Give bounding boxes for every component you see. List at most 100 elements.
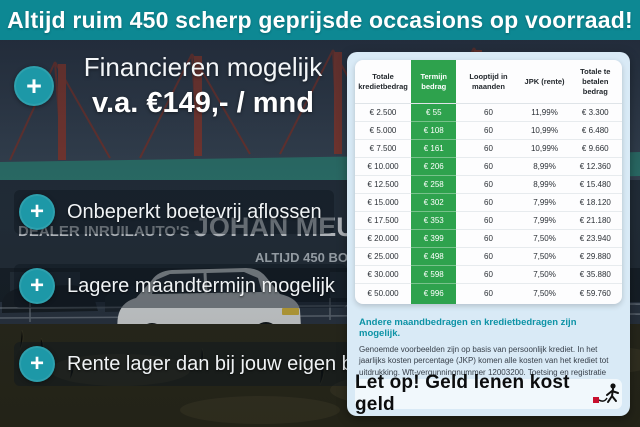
- table-cell: € 7.500: [355, 139, 412, 158]
- table-cell: € 598: [411, 265, 457, 284]
- table-cell: 7,99%: [520, 193, 569, 212]
- table-cell: 60: [456, 283, 521, 302]
- table-cell: € 161: [411, 139, 457, 158]
- feature-label: Onbeperkt boetevrij aflossen: [67, 200, 322, 223]
- table-cell: € 35.880: [568, 265, 622, 284]
- table-cell: 8,99%: [520, 157, 569, 176]
- feature-label: Rente lager dan bij jouw eigen bank: [67, 352, 385, 375]
- plus-circle-icon: +: [19, 346, 55, 382]
- table-cell: € 996: [411, 283, 457, 302]
- table-cell: € 6.480: [568, 121, 622, 140]
- table-row: € 12.500 € 258 60 8,99% € 15.480: [355, 175, 622, 194]
- table-cell: € 2.500: [355, 103, 412, 122]
- plus-glyph: +: [26, 70, 42, 101]
- table-cell: € 3.300: [568, 103, 622, 122]
- table-cell: 60: [456, 229, 521, 248]
- table-cell: € 17.500: [355, 211, 412, 230]
- col-header-looptijd: Looptijd in maanden: [469, 72, 508, 92]
- rate-table-body: € 2.500 € 55 60 11,99% € 3.300 € 5.000 € 108 60…: [355, 103, 622, 302]
- table-cell: 60: [456, 103, 521, 122]
- feature-list: + Financieren mogelijk v.a. €149,- / mnd…: [0, 40, 397, 427]
- table-cell: 60: [456, 193, 521, 212]
- table-row: € 10.000 € 206 60 8,99% € 12.360: [355, 157, 622, 176]
- table-cell: € 399: [411, 229, 457, 248]
- financing-headline: Financieren mogelijk v.a. €149,- / mnd: [62, 52, 344, 120]
- table-cell: 7,50%: [520, 247, 569, 266]
- financing-line2: v.a. €149,- / mnd: [92, 87, 314, 119]
- table-row: € 15.000 € 302 60 7,99% € 18.120: [355, 193, 622, 212]
- table-cell: 7,99%: [520, 211, 569, 230]
- table-row: € 17.500 € 353 60 7,99% € 21.180: [355, 211, 622, 230]
- table-cell: € 498: [411, 247, 457, 266]
- credit-warning-text: Let op! Geld lenen kost geld: [355, 372, 570, 415]
- table-cell: € 55: [411, 103, 457, 122]
- table-cell: 8,99%: [520, 175, 569, 194]
- col-header-termijnbedrag: Termijn bedrag: [420, 72, 448, 92]
- rate-table: Totale kredietbedrag Termijn bedrag Loop…: [355, 60, 622, 302]
- table-cell: € 258: [411, 175, 457, 194]
- table-cell: € 206: [411, 157, 457, 176]
- feature-item: + Onbeperkt boetevrij aflossen: [14, 190, 334, 234]
- rate-table-card: Totale kredietbedrag Termijn bedrag Loop…: [355, 60, 622, 304]
- table-cell: € 21.180: [568, 211, 622, 230]
- table-cell: 60: [456, 265, 521, 284]
- table-cell: € 50.000: [355, 283, 412, 302]
- table-cell: € 59.760: [568, 283, 622, 302]
- plus-circle-icon: +: [14, 66, 54, 106]
- other-amounts-note: Andere maandbedragen en kredietbedragen …: [359, 317, 577, 339]
- table-row: € 5.000 € 108 60 10,99% € 6.480: [355, 121, 622, 140]
- col-header-kredietbedrag: Totale kredietbedrag: [358, 72, 408, 92]
- table-cell: 11,99%: [520, 103, 569, 122]
- table-cell: € 25.000: [355, 247, 412, 266]
- plus-circle-icon: +: [19, 268, 55, 304]
- table-cell: 60: [456, 211, 521, 230]
- table-row: € 50.000 € 996 60 7,50% € 59.760: [355, 283, 622, 302]
- table-cell: € 20.000: [355, 229, 412, 248]
- table-cell: € 15.000: [355, 193, 412, 212]
- table-cell: € 29.880: [568, 247, 622, 266]
- banner-text: Altijd ruim 450 scherp geprijsde occasio…: [7, 6, 633, 33]
- table-cell: 60: [456, 139, 521, 158]
- table-cell: € 108: [411, 121, 457, 140]
- table-cell: € 12.500: [355, 175, 412, 194]
- table-row: € 30.000 € 598 60 7,50% € 35.880: [355, 265, 622, 284]
- credit-warning-strip: Let op! Geld lenen kost geld: [355, 372, 622, 415]
- table-cell: 60: [456, 157, 521, 176]
- table-cell: € 9.660: [568, 139, 622, 158]
- table-cell: € 30.000: [355, 265, 412, 284]
- table-row: € 2.500 € 55 60 11,99% € 3.300: [355, 103, 622, 122]
- plus-glyph: +: [29, 350, 44, 377]
- table-cell: 60: [456, 247, 521, 266]
- feature-item: + Rente lager dan bij jouw eigen bank: [14, 342, 397, 386]
- table-cell: 60: [456, 121, 521, 140]
- financing-panel: Totale kredietbedrag Termijn bedrag Loop…: [347, 52, 630, 416]
- table-cell: € 5.000: [355, 121, 412, 140]
- white-suv: [117, 268, 301, 349]
- table-cell: € 10.000: [355, 157, 412, 176]
- table-cell: 7,50%: [520, 283, 569, 302]
- feature-label: Lagere maandtermijn mogelijk: [67, 274, 335, 297]
- table-cell: 60: [456, 175, 521, 194]
- table-cell: 10,99%: [520, 139, 569, 158]
- table-cell: 7,50%: [520, 229, 569, 248]
- table-cell: 7,50%: [520, 265, 569, 284]
- table-cell: € 353: [411, 211, 457, 230]
- plus-circle-icon: +: [19, 194, 55, 230]
- table-cell: € 18.120: [568, 193, 622, 212]
- geld-lenen-kost-geld-icon: [592, 383, 622, 405]
- feature-financing: + Financieren mogelijk v.a. €149,- / mnd: [14, 52, 344, 120]
- table-cell: € 23.940: [568, 229, 622, 248]
- table-cell: € 302: [411, 193, 457, 212]
- signage-small: DEALER INRUILAUTO'S: [18, 223, 194, 240]
- plus-glyph: +: [29, 198, 44, 225]
- table-row: € 7.500 € 161 60 10,99% € 9.660: [355, 139, 622, 158]
- table-cell: € 12.360: [568, 157, 622, 176]
- top-banner: Altijd ruim 450 scherp geprijsde occasio…: [0, 0, 640, 40]
- plus-glyph: +: [29, 272, 44, 299]
- table-cell: 10,99%: [520, 121, 569, 140]
- table-header-row: Totale kredietbedrag Termijn bedrag Loop…: [355, 60, 622, 104]
- feature-item: + Lagere maandtermijn mogelijk: [14, 264, 347, 308]
- table-cell: € 15.480: [568, 175, 622, 194]
- financing-line1: Financieren mogelijk: [83, 52, 323, 82]
